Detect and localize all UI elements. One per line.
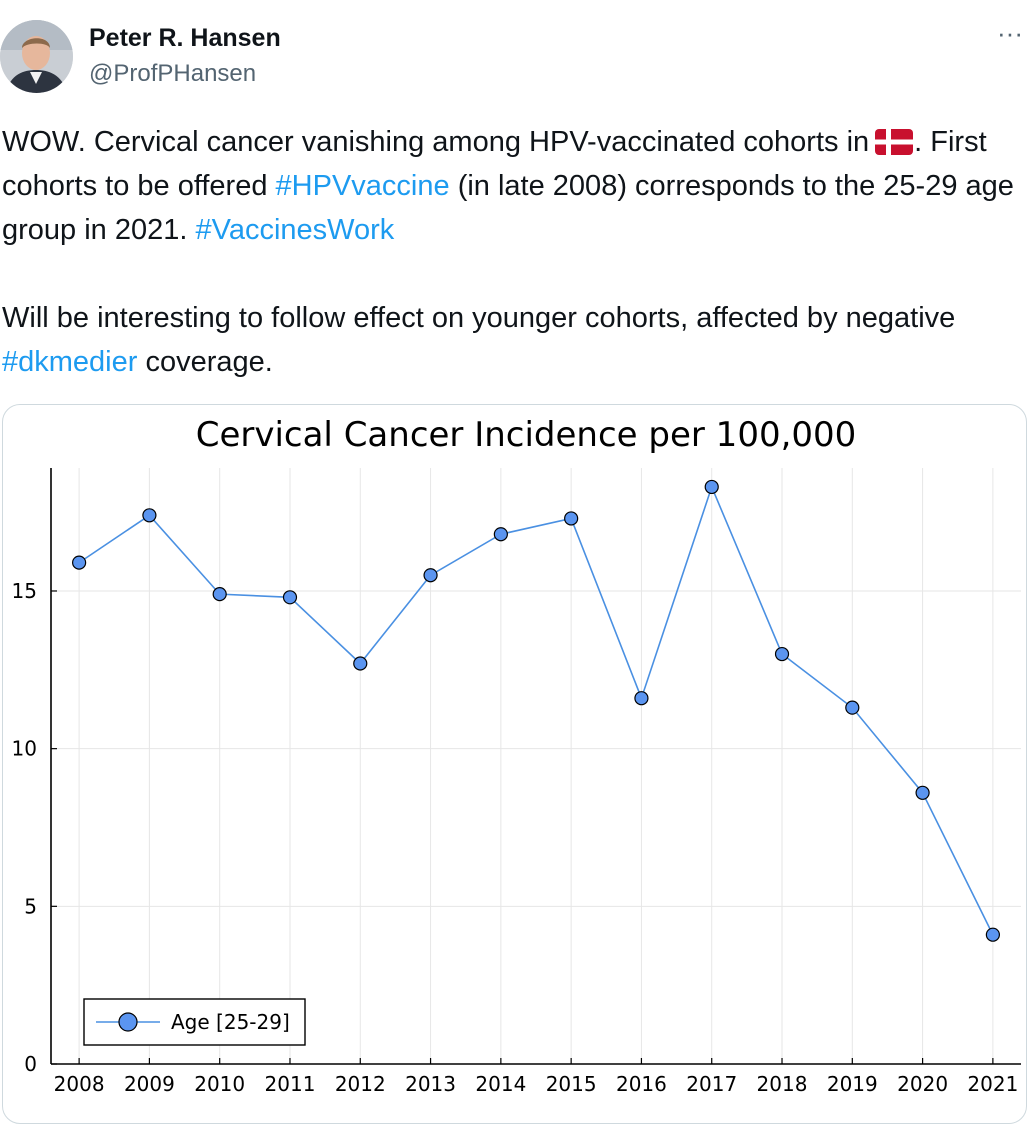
- ellipsis-icon[interactable]: ···: [997, 18, 1023, 48]
- data-point: [704, 479, 719, 495]
- data-point: [774, 646, 790, 662]
- x-tick-label: 2019: [827, 1072, 878, 1096]
- tweet-media-chart[interactable]: Cervical Cancer Incidence per 100,000 200…: [2, 404, 1027, 1124]
- data-point: [353, 656, 368, 671]
- legend-marker-swatch: [118, 1012, 138, 1032]
- denmark-flag-icon: [875, 129, 914, 155]
- data-point: [423, 568, 438, 583]
- x-tick-label: 2014: [475, 1072, 526, 1096]
- data-point: [72, 555, 87, 570]
- tweet-text-segment: WOW. Cervical cancer vanishing among HPV…: [2, 126, 870, 158]
- x-tick-label: 2017: [686, 1072, 737, 1096]
- x-tick-label: 2011: [265, 1072, 316, 1096]
- data-point: [634, 691, 649, 706]
- x-tick-label: 2012: [335, 1072, 386, 1096]
- legend-label: Age [25-29]: [171, 1010, 290, 1034]
- tweet-paragraph-1: WOW. Cervical cancer vanishing among HPV…: [2, 120, 1026, 252]
- data-point: [915, 785, 930, 800]
- avatar[interactable]: [0, 20, 73, 93]
- tweet-text-segment: coverage.: [145, 346, 273, 378]
- x-tick-label: 2013: [405, 1072, 456, 1096]
- hashtag-link[interactable]: #VaccinesWork: [195, 214, 395, 246]
- profile-photo-icon: [0, 20, 73, 93]
- data-point: [142, 508, 157, 523]
- x-tick-label: 2016: [616, 1072, 667, 1096]
- data-point: [564, 511, 579, 526]
- y-tick-label: 5: [24, 894, 37, 918]
- x-tick-label: 2021: [967, 1072, 1018, 1096]
- author-handle[interactable]: @ProfPHansen: [89, 60, 257, 87]
- series-line: [78, 484, 994, 936]
- data-point: [845, 700, 860, 715]
- hashtag-link[interactable]: #dkmedier: [2, 346, 138, 378]
- author-name[interactable]: Peter R. Hansen: [89, 24, 281, 52]
- x-tick-label: 2008: [54, 1072, 105, 1096]
- tweet-text-segment: .: [914, 126, 923, 158]
- tweet-paragraph-2: Will be interesting to follow effect on …: [2, 296, 1026, 384]
- x-tick-label: 2010: [194, 1072, 245, 1096]
- x-tick-label: 2015: [546, 1072, 597, 1096]
- line-chart: Cervical Cancer Incidence per 100,000 200…: [12, 415, 1021, 1096]
- y-tick-label: 15: [12, 579, 37, 603]
- tweet-text-segment: First cohorts to be offered: [2, 126, 987, 202]
- hashtag-link[interactable]: #HPVvaccine: [275, 170, 450, 202]
- data-point: [985, 927, 1000, 942]
- y-tick-label: 10: [12, 737, 37, 761]
- x-tick-label: 2009: [124, 1072, 175, 1096]
- tweet-text-segment: Will be interesting to follow effect on …: [2, 302, 956, 334]
- tweet-text: WOW. Cervical cancer vanishing among HPV…: [2, 120, 1026, 384]
- data-point: [282, 590, 298, 605]
- data-point: [493, 527, 508, 542]
- x-tick-label: 2020: [897, 1072, 948, 1096]
- data-point: [212, 587, 227, 602]
- y-tick-label: 0: [24, 1052, 37, 1076]
- x-tick-label: 2018: [757, 1072, 808, 1096]
- tweet-text-segment: (in late 2008) corresponds to the 25-29 …: [2, 170, 1014, 246]
- chart-title: Cervical Cancer Incidence per 100,000: [196, 415, 857, 455]
